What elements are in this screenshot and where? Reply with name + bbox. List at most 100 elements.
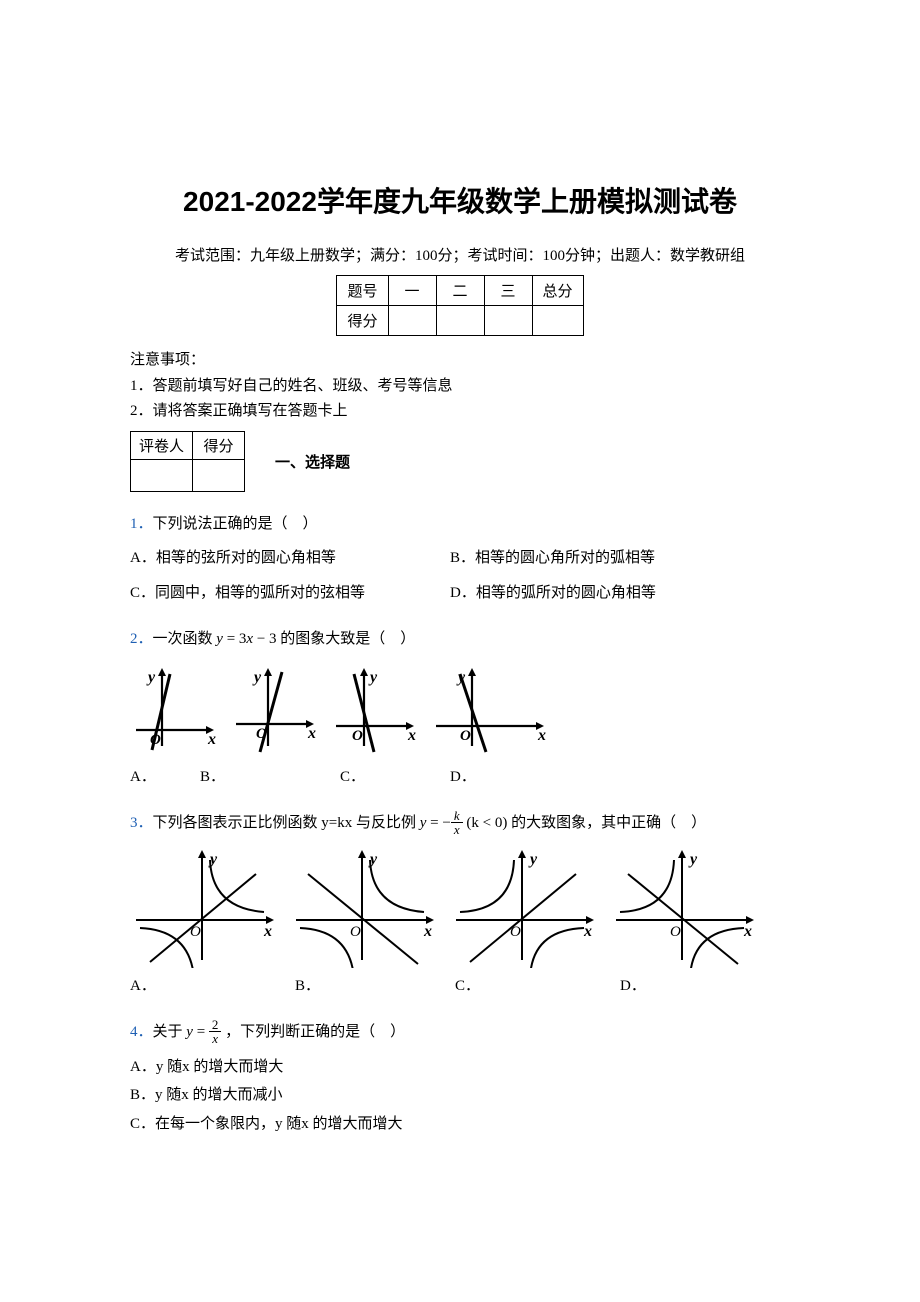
question-stem-suffix: ，下列判断正确的是（ ） (221, 1024, 405, 1040)
question-number: 2． (130, 631, 153, 647)
notes-item: 2．请将答案正确填写在答题卡上 (130, 399, 790, 425)
option-c: C．在每一个象限内，y 随x 的增大而增大 (130, 1110, 790, 1139)
grader-cell: 评卷人 (131, 431, 193, 459)
math-eq: = (193, 1024, 209, 1040)
grader-cell-blank (131, 459, 193, 491)
question-stem-prefix: 关于 (153, 1024, 187, 1040)
question-stem: 下列说法正确的是（ ） (153, 516, 318, 532)
axis-y-label: y (456, 669, 466, 686)
cell (436, 306, 484, 336)
math-eq: = − (426, 815, 450, 831)
option-d: D． (450, 763, 476, 792)
origin-label: O (190, 924, 201, 940)
axis-y-label: y (252, 669, 262, 686)
frac-den: x (451, 823, 463, 836)
math-y: y (186, 1024, 193, 1040)
axis-y-label: y (208, 851, 218, 868)
option-b: B． (295, 972, 445, 1001)
axis-x-label: x (743, 923, 752, 940)
question-stem-prefix: 下列各图表示正比例函数 y=kx 与反比例 (153, 815, 420, 831)
grader-cell-blank (193, 459, 245, 491)
question-3: 3．下列各图表示正比例函数 y=kx 与反比例 y = −kx (k < 0) … (130, 809, 790, 1000)
frac-den: x (209, 1032, 222, 1045)
question-1: 1．下列说法正确的是（ ） A．相等的弦所对的圆心角相等 B．相等的圆心角所对的… (130, 510, 790, 608)
axis-x-label: x (583, 923, 592, 940)
origin-label: O (150, 732, 161, 748)
origin-label: O (350, 924, 361, 940)
option-a: A．y 随x 的增大而增大 (130, 1053, 790, 1082)
option-d: D．相等的弧所对的圆心角相等 (450, 579, 710, 608)
option-a: A． (130, 763, 190, 792)
option-a: A． (130, 972, 285, 1001)
option-c: C． (340, 763, 440, 792)
cell (484, 306, 532, 336)
axis-y-label: y (688, 851, 698, 868)
cell (388, 306, 436, 336)
grader-cell: 得分 (193, 431, 245, 459)
grader-table: 评卷人 得分 (130, 431, 245, 492)
q2-graphs: y x O y x O y (130, 664, 790, 759)
q2-graph-a: y x O (130, 664, 220, 759)
option-b: B．相等的圆心角所对的弧相等 (450, 544, 710, 573)
axis-y-label: y (146, 669, 156, 686)
frac-num: k (451, 809, 463, 823)
q3-graph-d: y x O (610, 848, 760, 968)
axis-y-label: y (528, 851, 538, 868)
option-b: B． (200, 763, 330, 792)
q3-graph-a: y x O (130, 848, 280, 968)
origin-label: O (670, 924, 681, 940)
option-c: C．同圆中，相等的弧所对的弦相等 (130, 579, 390, 608)
math-eq: = 3 (223, 631, 246, 647)
cell: 三 (484, 276, 532, 306)
cell: 二 (436, 276, 484, 306)
option-b: B．y 随x 的增大而减小 (130, 1081, 790, 1110)
axis-x-label: x (537, 727, 546, 744)
math-cond: (k < 0) (463, 815, 511, 831)
axis-x-label: x (263, 923, 272, 940)
q2-graph-c: y x O (330, 664, 420, 759)
origin-label: O (460, 728, 471, 744)
cell: 一 (388, 276, 436, 306)
axis-x-label: x (407, 727, 416, 744)
exam-subtitle: 考试范围：九年级上册数学；满分：100分；考试时间：100分钟；出题人：数学教研… (130, 244, 790, 265)
option-d: D． (620, 972, 646, 1001)
origin-label: O (256, 726, 267, 742)
origin-label: O (510, 924, 521, 940)
option-a: A．相等的弦所对的圆心角相等 (130, 544, 390, 573)
question-stem-suffix: 的大致图象，其中正确（ ） (511, 815, 706, 831)
q3-graphs: y x O y x O (130, 848, 790, 968)
cell-label: 得分 (337, 306, 388, 336)
notes-block: 注意事项： 1．答题前填写好自己的姓名、班级、考号等信息 2．请将答案正确填写在… (130, 348, 790, 425)
q3-graph-b: y x O (290, 848, 440, 968)
table-row: 题号 一 二 三 总分 (337, 276, 583, 306)
question-number: 4． (130, 1024, 153, 1040)
axis-y-label: y (368, 669, 378, 686)
axis-x-label: x (207, 731, 216, 748)
math-tail: − 3 的图象大致是（ ） (253, 631, 415, 647)
question-number: 3． (130, 815, 153, 831)
math-y: y (216, 631, 223, 647)
notes-heading: 注意事项： (130, 348, 790, 374)
origin-label: O (352, 728, 363, 744)
option-c: C． (455, 972, 610, 1001)
fraction: 2x (209, 1018, 222, 1045)
notes-item: 1．答题前填写好自己的姓名、班级、考号等信息 (130, 374, 790, 400)
axis-y-label: y (368, 851, 378, 868)
frac-num: 2 (209, 1018, 222, 1032)
section-heading: 一、选择题 (275, 451, 350, 472)
question-4: 4．关于 y = 2x ，下列判断正确的是（ ） A．y 随x 的增大而增大 B… (130, 1018, 790, 1138)
question-2: 2．一次函数 y = 3x − 3 的图象大致是（ ） y x O (130, 625, 790, 791)
cell-label: 题号 (337, 276, 388, 306)
axis-x-label: x (307, 725, 316, 742)
table-row: 得分 (337, 306, 583, 336)
q2-graph-d: y x O (430, 664, 550, 759)
score-summary-table: 题号 一 二 三 总分 得分 (336, 275, 583, 336)
cell: 总分 (532, 276, 583, 306)
cell (532, 306, 583, 336)
axis-x-label: x (423, 923, 432, 940)
page-title: 2021-2022学年度九年级数学上册模拟测试卷 (130, 180, 790, 220)
question-number: 1． (130, 516, 153, 532)
q3-graph-c: y x O (450, 848, 600, 968)
fraction: kx (451, 809, 463, 836)
q2-graph-b: y x O (230, 664, 320, 759)
